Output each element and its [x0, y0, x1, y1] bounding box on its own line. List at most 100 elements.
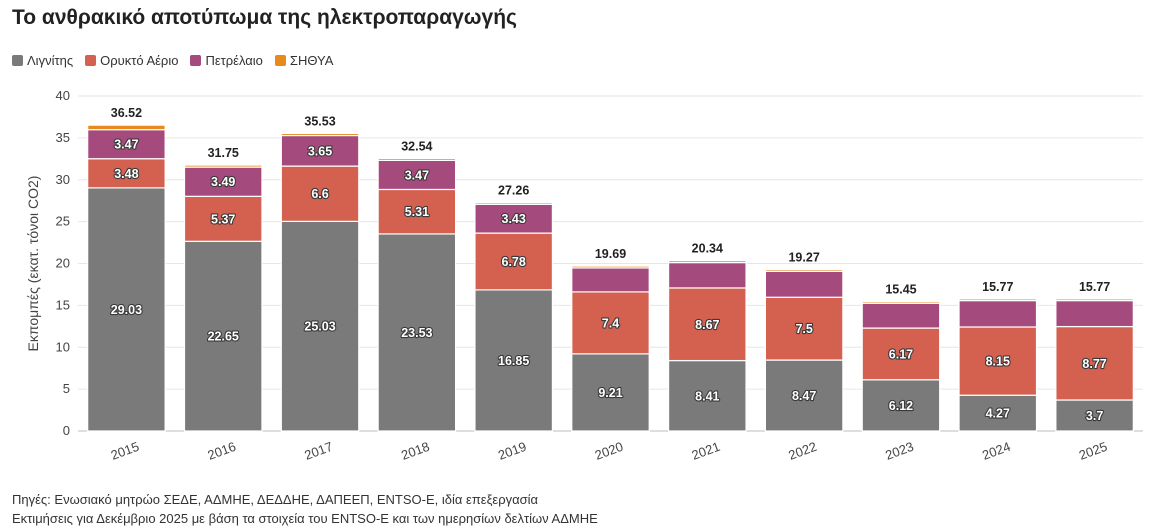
bar-segment: [280, 165, 360, 222]
stacked-bar-chart: 0 5 10 15 2025 30 35 40 Εκπομπές (εκατ. τόνοι CO…: [25, 88, 1143, 463]
bar-segment: [1055, 325, 1134, 401]
footer: Πηγές: Ενωσιακό μητρώο ΣΕΔΕ, ΑΔΜΗΕ, ΔΕΔΔ…: [12, 490, 598, 528]
y-tick-label: 15: [56, 297, 70, 312]
total-label: 35.53: [304, 114, 335, 128]
bar-segment: [183, 166, 263, 197]
bar-segment: [1055, 300, 1134, 328]
bar-segment: [280, 220, 360, 432]
bar-segment: [667, 260, 747, 264]
data-label: 3.43: [502, 212, 526, 226]
total-label: 15.77: [1079, 280, 1110, 294]
total-label: 15.77: [982, 280, 1013, 294]
data-label: 29.03: [111, 303, 142, 317]
bar-segment: [1055, 399, 1134, 432]
bar-segment: [667, 359, 747, 432]
bar-segment: [183, 195, 263, 242]
data-label: 25.03: [304, 320, 335, 334]
data-label: 8.47: [792, 389, 816, 403]
x-tick-label: 2024: [980, 439, 1012, 463]
x-tick-label: 2021: [690, 439, 722, 463]
data-label: 22.65: [208, 330, 239, 344]
bar-segment: [474, 203, 554, 234]
data-label: 6.12: [889, 399, 913, 413]
data-label: 3.49: [211, 175, 235, 189]
y-tick-label: 5: [63, 381, 70, 396]
legend: Λιγνίτης Ορυκτό Αέριο Πετρέλαιο ΣΗΘΥΑ: [12, 53, 333, 68]
bar-segment: [183, 164, 263, 168]
bar-segment: [764, 296, 844, 361]
bar-segment: [958, 298, 1038, 302]
data-label: 8.15: [986, 355, 1010, 369]
bar-segment: [1055, 298, 1134, 302]
data-label: 8.41: [695, 389, 719, 403]
data-label: 8.67: [695, 318, 719, 332]
estimate-note: Εκτιμήσεις για Δεκέμβριο 2025 με βάση τα…: [12, 511, 598, 526]
data-label: 3.47: [405, 168, 429, 182]
total-label: 20.34: [692, 242, 723, 256]
legend-swatch-lignite: [12, 55, 23, 66]
data-label: 6.6: [311, 187, 328, 201]
total-label: 15.45: [885, 283, 916, 297]
legend-item-lignite[interactable]: Λιγνίτης: [12, 53, 73, 68]
bar-segment: [861, 327, 941, 381]
y-tick-label: 0: [63, 423, 70, 438]
data-label: 6.78: [502, 255, 526, 269]
y-tick-label: 10: [56, 339, 70, 354]
y-tick-label: 25: [56, 214, 70, 229]
source-note: Πηγές: Ενωσιακό μητρώο ΣΕΔΕ, ΑΔΜΗΕ, ΔΕΔΔ…: [12, 492, 539, 507]
legend-item-natural-gas[interactable]: Ορυκτό Αέριο: [85, 53, 178, 68]
bar-segment: [474, 202, 554, 205]
legend-item-chp[interactable]: ΣΗΘΥΑ: [274, 53, 334, 68]
data-label: 8.77: [1082, 357, 1106, 371]
y-tick-label: 35: [56, 130, 70, 145]
x-tick-label: 2025: [1077, 439, 1109, 463]
y-axis-title: Εκπομπές (εκατ. τόνοι CO2): [25, 176, 41, 352]
x-tick-label: 2017: [302, 439, 334, 463]
x-tick-label: 2015: [109, 439, 141, 463]
total-label: 32.54: [401, 139, 432, 153]
data-label: 5.31: [405, 205, 429, 219]
y-tick-label: 30: [56, 172, 70, 187]
data-label: 7.5: [795, 322, 812, 336]
data-label: 16.85: [498, 354, 529, 368]
x-tick-label: 2018: [399, 439, 431, 463]
data-label: 9.21: [598, 386, 622, 400]
x-tick-label: 2020: [593, 439, 625, 463]
bar-segment: [667, 261, 747, 289]
bar-segment: [377, 157, 457, 162]
bar-segment: [958, 326, 1038, 396]
legend-swatch-natural-gas: [85, 55, 97, 66]
bar-segment: [764, 359, 844, 432]
bar-segment: [280, 132, 360, 137]
legend-swatch-chp: [274, 55, 286, 66]
x-tick-label: 2022: [786, 439, 818, 463]
legend-label-oil: Πετρέλαιο: [205, 53, 263, 68]
x-tick-label: 2019: [496, 439, 528, 463]
chart-title: Το ανθρακικό αποτύπωμα της ηλεκτροπαραγω…: [12, 6, 517, 29]
total-label: 31.75: [208, 146, 239, 160]
legend-swatch-oil: [190, 55, 202, 66]
data-label: 3.47: [114, 138, 138, 152]
total-label: 19.69: [595, 247, 626, 261]
total-label: 19.27: [788, 251, 819, 265]
data-label: 5.37: [211, 212, 235, 226]
bar-segment: [571, 267, 650, 293]
bar-segment: [280, 134, 360, 167]
total-label: 27.26: [498, 184, 529, 198]
data-label: 6.17: [889, 347, 913, 361]
data-label: 3.65: [308, 144, 332, 158]
bar-segment: [474, 232, 554, 291]
legend-label-lignite: Λιγνίτης: [27, 53, 74, 68]
bar-segment: [87, 187, 166, 432]
bar-segment: [377, 188, 457, 235]
bar-segment: [87, 158, 166, 189]
bar-segment: [958, 394, 1038, 432]
legend-item-oil[interactable]: Πετρέλαιο: [190, 53, 263, 68]
bar-segment: [958, 300, 1038, 328]
total-label: 36.52: [111, 106, 142, 120]
bar-segment: [764, 269, 844, 272]
bar-segment: [183, 240, 263, 432]
y-tick-label: 40: [56, 88, 70, 103]
legend-label-chp: ΣΗΘΥΑ: [289, 53, 334, 68]
bar-segment: [861, 302, 941, 329]
